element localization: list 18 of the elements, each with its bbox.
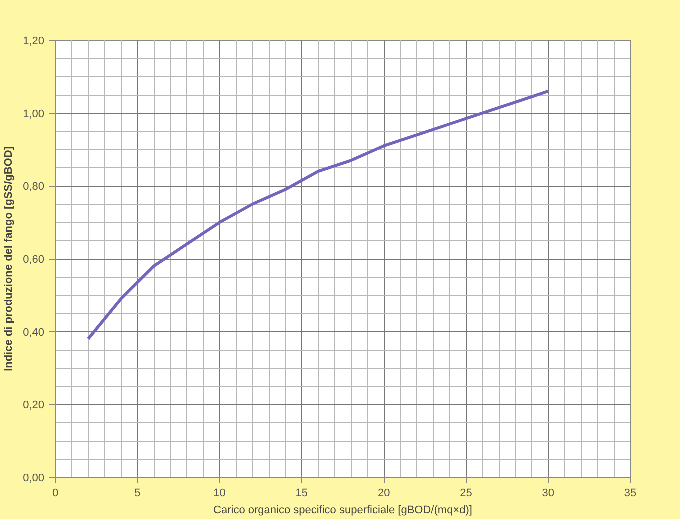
- y-tick-label: 1,00: [23, 108, 45, 120]
- x-tick-label: 30: [542, 488, 554, 500]
- y-axis-title: Indice di produzione del fango [gSS/gBOD]: [3, 146, 16, 372]
- x-tick-label: 25: [460, 488, 472, 500]
- x-tick-label: 5: [134, 488, 141, 500]
- x-tick-label: 20: [378, 488, 390, 500]
- x-tick-label: 0: [52, 488, 59, 500]
- y-tick-label: 0,20: [23, 400, 45, 412]
- line-series: [86, 90, 550, 341]
- y-tick-label: 0,40: [23, 326, 45, 339]
- y-tick-label: 0,80: [23, 181, 45, 194]
- x-axis-title: Carico organico specifico superficiale [gBOD/(mq×d)]: [214, 504, 472, 516]
- x-tick-label: 35: [624, 488, 637, 500]
- y-tick-label: 0,00: [23, 472, 45, 484]
- y-tick-label: 1,20: [23, 36, 45, 48]
- y-tick-label: 0,60: [23, 254, 45, 266]
- x-tick-label: 15: [296, 488, 308, 500]
- x-tick-label: 10: [214, 488, 226, 500]
